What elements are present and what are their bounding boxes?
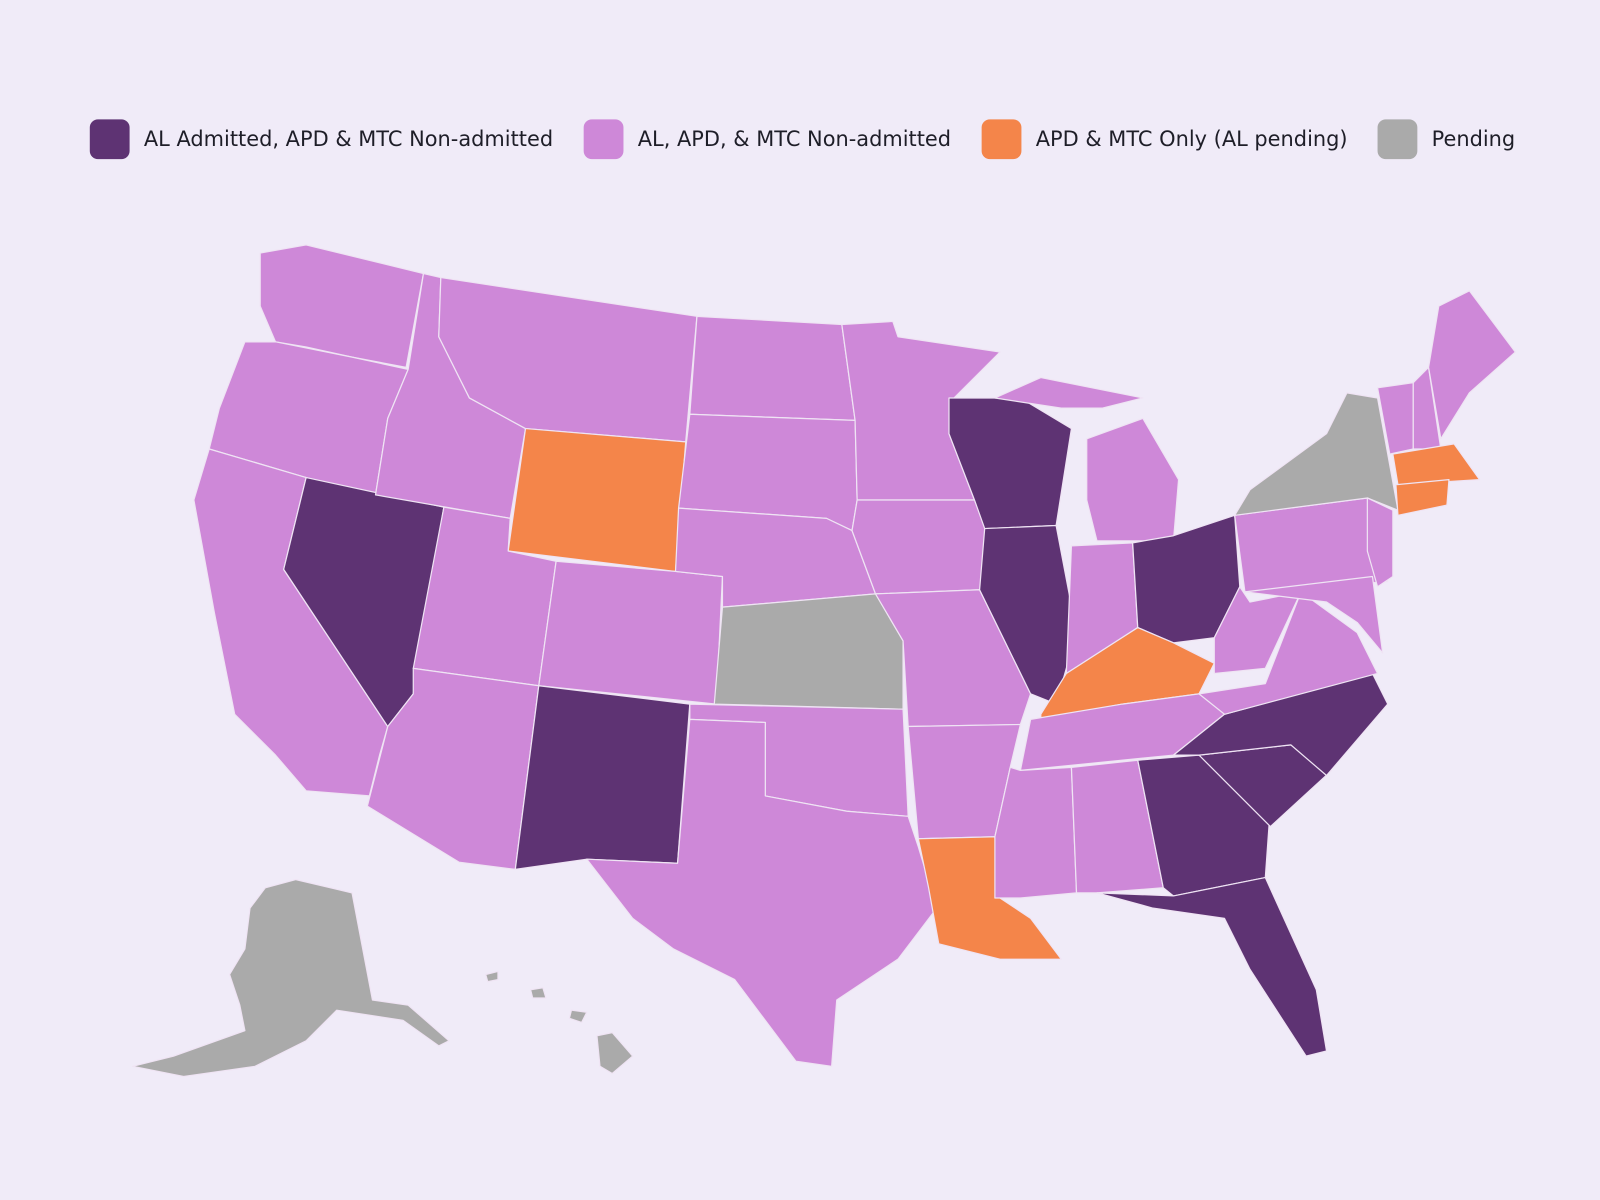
legend-swatch — [981, 119, 1022, 160]
state — [596, 1032, 634, 1075]
state — [1392, 443, 1481, 486]
legend: AL Admitted, APD & MTC Non-admitted AL, … — [89, 119, 1516, 160]
state — [1096, 876, 1328, 1057]
state — [568, 1009, 588, 1024]
state — [538, 560, 724, 705]
state — [689, 315, 856, 422]
state — [1234, 392, 1399, 516]
state — [507, 427, 687, 573]
legend-swatch — [1377, 119, 1418, 160]
state — [530, 987, 547, 999]
legend-swatch — [583, 119, 624, 160]
state — [994, 376, 1144, 409]
state — [586, 718, 938, 1067]
state — [994, 766, 1078, 899]
legend-label: AL Admitted, APD & MTC Non-admitted — [144, 127, 553, 151]
state — [514, 685, 691, 870]
legend-label: Pending — [1432, 127, 1516, 151]
legend-label: AL, APD, & MTC Non-admitted — [638, 127, 951, 151]
state — [1366, 497, 1394, 588]
state — [132, 878, 450, 1078]
state — [1427, 290, 1516, 440]
legend-label: APD & MTC Only (AL pending) — [1036, 127, 1348, 151]
states — [132, 244, 1516, 1078]
state — [485, 970, 499, 983]
state — [1395, 478, 1450, 516]
state — [1244, 575, 1384, 654]
state — [1070, 759, 1164, 894]
legend-swatch — [89, 119, 130, 160]
state — [713, 593, 904, 710]
state — [1198, 591, 1379, 715]
